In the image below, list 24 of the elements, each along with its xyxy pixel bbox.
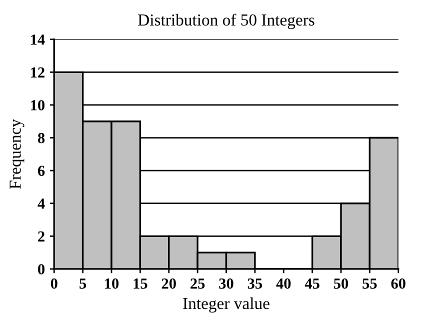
y-tick-label: 2	[38, 231, 44, 242]
x-tick-label: 25	[190, 278, 205, 289]
y-tick-label: 12	[31, 67, 44, 78]
x-tick-label: 45	[304, 278, 320, 289]
x-tick-label: 30	[219, 278, 234, 289]
x-tick-label: 10	[105, 278, 119, 289]
x-axis-title: Integer value	[183, 297, 270, 313]
x-tick-label: 5	[80, 278, 86, 289]
y-tick-label: 10	[31, 100, 45, 110]
y-tick-label: 0	[38, 264, 45, 274]
x-tick-label: 40	[276, 278, 291, 289]
x-tick-label: 0	[50, 278, 58, 289]
x-tick-label: 60	[391, 278, 406, 289]
x-tick-label: 55	[362, 278, 377, 289]
x-tick-label: 50	[334, 278, 348, 289]
chart-title: Distribution of 50 Integers	[138, 14, 314, 30]
x-tick-label: 15	[134, 278, 148, 289]
x-tick-label: 35	[248, 278, 262, 289]
y-tick-label: 8	[38, 132, 45, 144]
y-tick-label: 6	[38, 166, 45, 176]
y-tick-label: 4	[38, 198, 45, 209]
y-axis-title: Frequency	[10, 119, 24, 189]
x-tick-label: 20	[162, 278, 176, 289]
y-tick-label: 14	[31, 34, 45, 45]
